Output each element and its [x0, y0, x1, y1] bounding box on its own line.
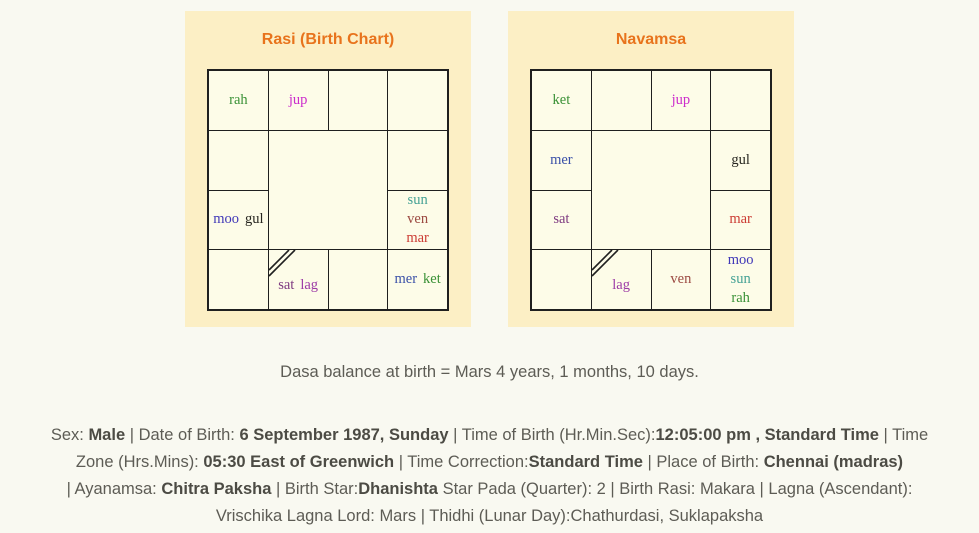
birth-detail-value: 12:05:00 pm , Standard Time	[655, 426, 879, 444]
birth-details: Sex: Male | Date of Birth: 6 September 1…	[12, 422, 967, 530]
planet-label-sat: sat	[278, 277, 295, 294]
chart-cell: mar	[711, 190, 770, 250]
chart-cell: jup	[651, 71, 711, 130]
chart-cell: sun ven mar	[388, 190, 447, 250]
chart-cell	[532, 250, 591, 309]
planet-label-ven: ven	[407, 211, 429, 228]
chart-cell	[328, 71, 388, 130]
planet-label-ket: ket	[552, 91, 571, 108]
chart-cell: mer	[532, 130, 591, 190]
chart-cell: moo sun rah	[711, 250, 770, 309]
dasa-balance-text: Dasa balance at birth = Mars 4 years, 1 …	[280, 363, 699, 381]
chart-cell	[209, 130, 268, 190]
chart-cell: sat lag	[268, 249, 328, 309]
navamsa-chart-panel: Navamsa ket jup mer gul sat mar lag ven …	[508, 11, 794, 327]
planet-label-mar: mar	[729, 211, 752, 228]
birth-detail-value: Chennai (madras)	[763, 453, 904, 471]
planet-label-moo: moo	[213, 211, 239, 228]
chart-cell	[209, 250, 268, 309]
birth-detail-value: 05:30 East of Greenwich	[203, 453, 395, 471]
birth-detail-value: Male	[88, 426, 126, 444]
birth-detail-label: | Date of Birth:	[125, 426, 240, 444]
chart-cell: ven	[651, 250, 711, 309]
planet-label-gul: gul	[731, 151, 750, 168]
lagna-marker-icon	[268, 249, 296, 277]
birth-detail-label: | Birth Star:	[271, 480, 359, 498]
chart-cell: jup	[268, 71, 328, 130]
planet-label-sat: sat	[553, 211, 570, 228]
birth-detail-label: | Place of Birth:	[642, 453, 764, 471]
birth-detail-value: Chitra Paksha	[161, 480, 272, 498]
chart-panels: Rasi (Birth Chart) rah jup moo gul sun ven…	[185, 11, 794, 327]
planet-label-rah: rah	[731, 290, 750, 307]
chart-cell: moo gul	[209, 190, 268, 250]
lagna-marker-icon	[591, 249, 619, 277]
rasi-chart-title: Rasi (Birth Chart)	[261, 31, 395, 48]
planet-label-lag: lag	[612, 277, 630, 294]
chart-cell	[591, 71, 651, 130]
birth-details-line: Zone (Hrs.Mins): 05:30 East of Greenwich…	[12, 449, 967, 476]
chart-cell: sat	[532, 190, 591, 250]
birth-detail-value: Standard Time	[528, 453, 643, 471]
rasi-chart-panel: Rasi (Birth Chart) rah jup moo gul sun ven…	[185, 11, 471, 327]
planet-label-mar: mar	[406, 230, 429, 247]
planet-label-moo: moo	[727, 252, 754, 269]
navamsa-chart-grid: ket jup mer gul sat mar lag ven moo sun ra…	[530, 69, 772, 311]
planet-label-ket: ket	[423, 271, 441, 288]
birth-detail-label: Vrischika Lagna Lord: Mars | Thidhi (Lun…	[215, 507, 764, 525]
planet-label-lag: lag	[300, 277, 319, 294]
planet-label-mer: mer	[394, 271, 418, 288]
planet-label-sun: sun	[407, 192, 428, 209]
birth-detail-label: | Time of Birth (Hr.Min.Sec):	[448, 426, 656, 444]
birth-detail-label: | Time	[878, 426, 929, 444]
chart-cell	[388, 130, 447, 190]
planet-label-rah: rah	[229, 91, 248, 108]
chart-cell: gul	[711, 130, 770, 190]
chart-center-area	[591, 130, 711, 250]
birth-detail-value: 6 September 1987, Sunday	[239, 426, 449, 444]
birth-detail-value: Dhanishta	[358, 480, 438, 498]
planet-label-jup: jup	[671, 91, 691, 108]
birth-details-line: Sex: Male | Date of Birth: 6 September 1…	[12, 422, 967, 449]
birth-detail-label: Star Pada (Quarter): 2 | Birth Rasi: Mak…	[437, 480, 913, 498]
birth-detail-label: Sex:	[50, 426, 89, 444]
chart-center-area	[268, 130, 388, 250]
chart-cell: mer ket	[388, 250, 447, 309]
navamsa-chart-title: Navamsa	[615, 31, 687, 48]
planet-label-sun: sun	[730, 271, 751, 288]
planet-label-ven: ven	[670, 271, 692, 288]
birth-detail-label: | Ayanamsa:	[66, 480, 162, 498]
birth-detail-label: | Time Correction:	[394, 453, 529, 471]
chart-cell: ket	[532, 71, 591, 130]
chart-cell: lag	[591, 249, 651, 309]
birth-details-line: Vrischika Lagna Lord: Mars | Thidhi (Lun…	[12, 503, 967, 530]
planet-label-gul: gul	[245, 211, 264, 228]
chart-cell	[711, 71, 770, 130]
chart-cell	[328, 250, 388, 309]
chart-cell	[388, 71, 447, 130]
birth-details-line: | Ayanamsa: Chitra Paksha | Birth Star:D…	[12, 476, 967, 503]
planet-label-jup: jup	[288, 91, 308, 108]
chart-cell: rah	[209, 71, 268, 130]
birth-detail-label: Zone (Hrs.Mins):	[75, 453, 204, 471]
planet-label-mer: mer	[550, 151, 573, 168]
rasi-chart-grid: rah jup moo gul sun ven mar sat lag mer ket	[207, 69, 449, 311]
